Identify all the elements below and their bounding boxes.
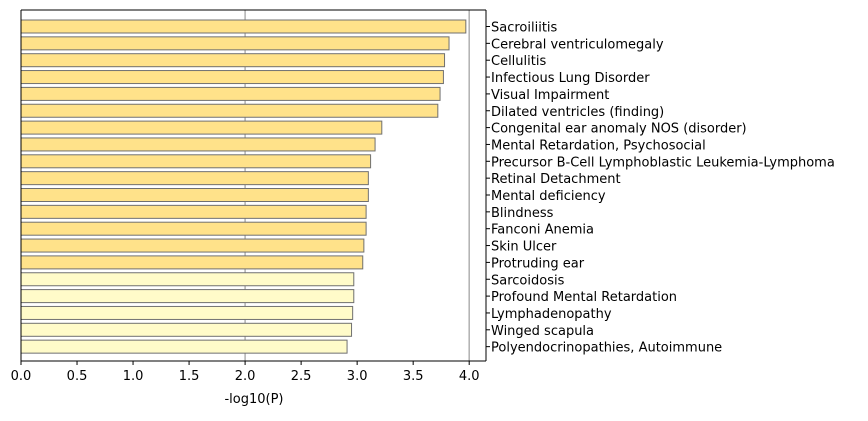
category-label: Infectious Lung Disorder (491, 71, 650, 86)
bar (20, 238, 365, 253)
bar (20, 339, 348, 354)
x-ticks-group: 0.0 0.5 1.0 1.5 2.0 2.5 3.0 3.5 4.0 (11, 361, 480, 384)
x-tick-label: 4.0 (459, 369, 480, 384)
category-label: Retinal Detachment (491, 172, 621, 187)
category-label: Cellulitis (491, 54, 546, 69)
category-label: Cerebral ventriculomegaly (491, 37, 664, 52)
x-tick-label: 3.5 (403, 369, 424, 384)
category-label: Sarcoidosis (491, 273, 565, 288)
bar (20, 188, 369, 202)
bar (20, 154, 372, 169)
x-tick-label: 2.5 (291, 369, 312, 384)
category-label: Lymphadenopathy (491, 307, 612, 322)
x-axis-label: -log10(P) (224, 392, 283, 407)
category-label: Protruding ear (491, 256, 585, 271)
bars-group (20, 19, 467, 354)
x-tick-label: 3.0 (347, 369, 368, 384)
x-tick-label: 2.0 (235, 369, 256, 384)
category-label: Visual Impairment (491, 88, 609, 103)
bar (20, 103, 439, 118)
category-label: Sacroiliitis (491, 21, 558, 36)
x-tick-label: 1.5 (179, 369, 200, 384)
bar (20, 70, 444, 85)
category-label: Winged scapula (491, 324, 594, 339)
category-label: Fanconi Anemia (491, 223, 594, 238)
category-label: Mental deficiency (491, 189, 606, 204)
bar (20, 305, 354, 320)
category-label: Blindness (491, 206, 554, 221)
bar (20, 36, 450, 51)
category-label: Precursor B-Cell Lymphoblastic Leukemia-… (491, 155, 835, 170)
category-label: Skin Ulcer (491, 240, 557, 255)
category-label: Congenital ear anomaly NOS (disorder) (491, 122, 747, 137)
category-label: Profound Mental Retardation (491, 290, 677, 305)
bar (20, 19, 467, 34)
category-label: Dilated ventricles (finding) (491, 105, 664, 120)
category-label: Polyendocrinopathies, Autoimmune (491, 341, 722, 356)
bar (20, 120, 383, 135)
bar (20, 272, 355, 287)
category-label: Mental Retardation, Psychosocial (491, 138, 706, 153)
bar (20, 322, 353, 337)
x-tick-label: 1.0 (123, 369, 144, 384)
bar (20, 289, 355, 304)
bar (20, 171, 369, 186)
x-tick-label: 0.5 (67, 369, 88, 384)
bar (20, 53, 446, 68)
x-tick-label: 0.0 (11, 369, 32, 384)
bar (20, 137, 376, 152)
axes-group (20, 9, 490, 362)
bar (20, 255, 364, 270)
bar (20, 204, 367, 219)
bar (20, 221, 367, 236)
bar (20, 86, 441, 101)
